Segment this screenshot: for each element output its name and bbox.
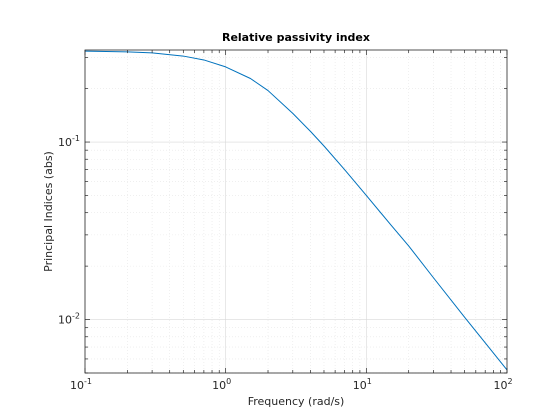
x-tick-label: 10-1 [70,377,92,392]
y-tick-label: 10-2 [58,312,80,327]
series-line [84,50,508,371]
x-tick-label: 102 [493,377,512,392]
x-tick-label: 100 [212,377,231,392]
plot-area [85,50,507,373]
grid [84,50,507,374]
chart-title: Relative passivity index [222,31,370,44]
y-axis-label: Principal Indices (abs) [42,151,55,272]
x-axis-label: Frequency (rad/s) [248,395,345,408]
x-tick-label: 101 [353,377,372,392]
series-layer [84,50,508,371]
axes-box [84,49,508,374]
y-tick-label: 10-1 [58,134,80,149]
ticks [84,50,508,374]
tick-labels: 10-1 100 101 102 10-2 10-1 [58,134,513,392]
